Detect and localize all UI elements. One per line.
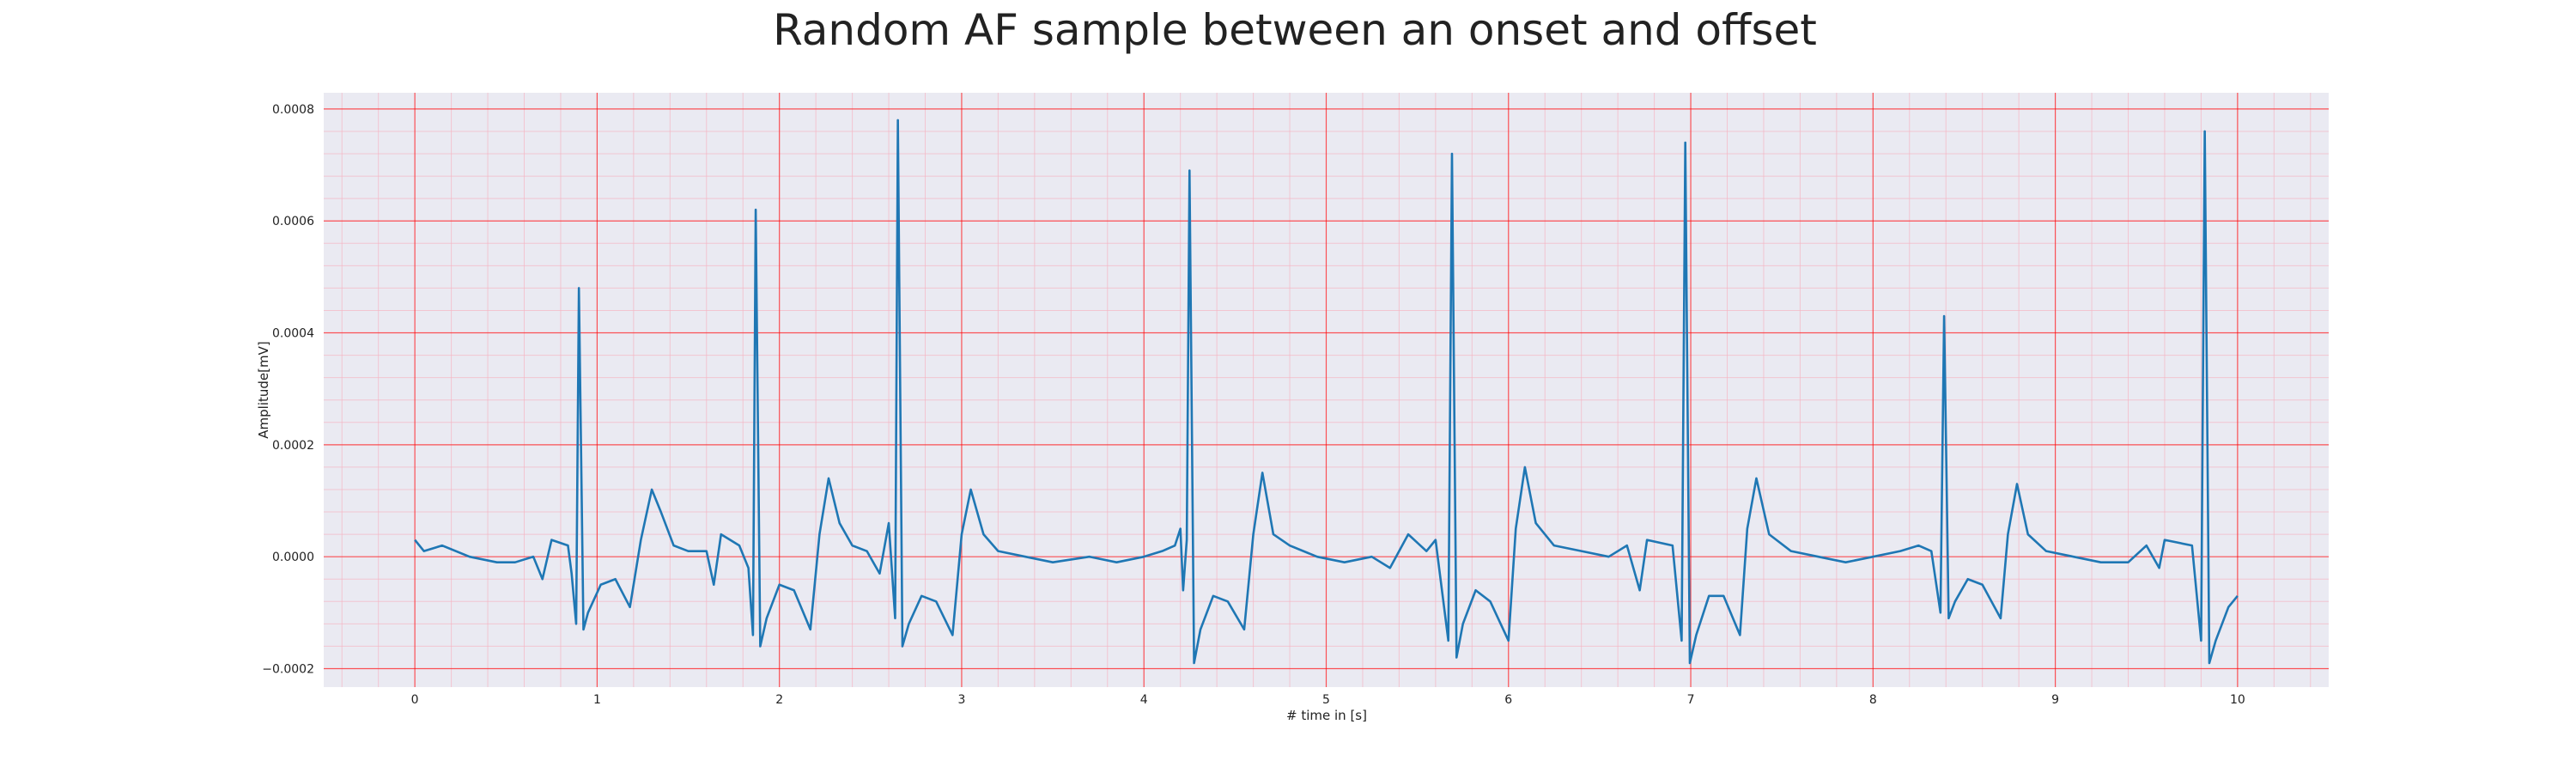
- plot-area: [324, 93, 2329, 687]
- x-axis-label: # time in [s]: [1286, 708, 1367, 723]
- y-tick-label: 0.0000: [272, 551, 314, 564]
- y-tick-label: 0.0002: [272, 439, 314, 453]
- x-tick-label: 5: [1322, 693, 1330, 707]
- x-tick-label: 8: [1869, 693, 1877, 707]
- x-tick-label: 6: [1504, 693, 1512, 707]
- x-tick-label: 1: [593, 693, 601, 707]
- x-tick-label: 7: [1687, 693, 1695, 707]
- x-tick-label: 2: [775, 693, 783, 707]
- y-tick-label: 0.0006: [272, 215, 314, 228]
- signal-line: [414, 119, 2239, 665]
- x-tick-label: 10: [2230, 693, 2245, 707]
- y-tick-label: 0.0008: [272, 103, 314, 117]
- chart-title: Random AF sample between an onset and of…: [773, 5, 1817, 55]
- y-tick-label: −0.0002: [262, 662, 314, 676]
- x-tick-label: 4: [1140, 693, 1148, 707]
- x-tick-label: 0: [411, 693, 419, 707]
- y-tick-label: 0.0004: [272, 327, 314, 341]
- y-axis-label: Amplitude[mV]: [256, 341, 271, 438]
- x-tick-label: 9: [2051, 693, 2059, 707]
- x-tick-label: 3: [957, 693, 965, 707]
